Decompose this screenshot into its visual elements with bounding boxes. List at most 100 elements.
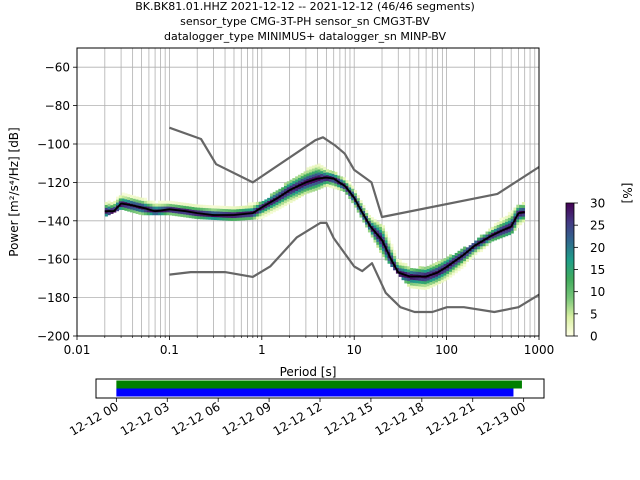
density-cell xyxy=(367,229,372,233)
density-cell xyxy=(502,222,506,226)
density-cell xyxy=(359,211,363,215)
density-cell xyxy=(272,203,276,207)
density-cell xyxy=(381,225,386,229)
density-cell xyxy=(463,263,467,267)
density-cell xyxy=(323,172,327,176)
density-cell xyxy=(135,207,139,212)
density-cell xyxy=(485,243,489,247)
density-cell xyxy=(325,183,330,187)
density-cell xyxy=(202,204,206,208)
density-cell xyxy=(479,237,483,241)
density-cell xyxy=(113,200,117,204)
density-cell xyxy=(376,238,380,242)
density-cell xyxy=(317,169,321,173)
density-cell xyxy=(370,217,374,221)
plot-series xyxy=(104,126,540,314)
density-cell xyxy=(373,236,377,240)
density-cell xyxy=(393,267,397,271)
density-cell xyxy=(426,283,430,287)
density-cell xyxy=(314,164,318,168)
density-cell xyxy=(292,198,296,202)
density-cell xyxy=(491,229,495,233)
density-cell xyxy=(149,200,153,204)
density-cell xyxy=(211,216,215,220)
density-cell xyxy=(250,213,254,217)
density-cell xyxy=(202,210,206,214)
density-cell xyxy=(199,216,204,220)
density-cell xyxy=(345,183,349,187)
density-cell xyxy=(157,212,162,216)
density-cell xyxy=(267,209,271,213)
density-cell xyxy=(146,200,150,204)
density-cell xyxy=(454,261,458,265)
density-cell xyxy=(303,188,307,192)
density-cell xyxy=(160,206,164,210)
density-cell xyxy=(412,268,416,272)
density-cell xyxy=(239,208,243,212)
density-cell xyxy=(516,207,520,211)
y-tick-label: −100 xyxy=(37,138,70,152)
density-cell xyxy=(519,204,523,208)
density-cell xyxy=(163,200,167,204)
density-cell xyxy=(174,201,178,205)
density-cell xyxy=(367,226,372,230)
density-cell xyxy=(141,209,145,213)
density-cell xyxy=(278,188,282,192)
x-tick-label: 10 xyxy=(347,343,362,357)
density-cell xyxy=(451,269,456,273)
density-cell xyxy=(418,283,422,287)
density-cell xyxy=(323,166,327,170)
density-cell xyxy=(297,180,302,184)
density-cell xyxy=(379,249,383,253)
density-cell xyxy=(258,204,262,208)
density-cell xyxy=(421,286,425,290)
density-cell xyxy=(219,211,223,215)
density-cell xyxy=(230,212,234,216)
density-cell xyxy=(303,185,307,189)
density-cell xyxy=(219,217,223,221)
density-cell xyxy=(314,173,318,177)
timeline-bar xyxy=(116,388,514,397)
density-cell xyxy=(365,209,369,214)
density-cell xyxy=(130,200,134,204)
density-cell xyxy=(337,184,341,188)
density-cell xyxy=(213,205,218,209)
density-cell xyxy=(303,177,307,181)
density-cell xyxy=(286,184,290,188)
density-cell xyxy=(477,246,481,250)
density-cell xyxy=(496,224,500,228)
density-cell xyxy=(241,211,246,215)
density-cell xyxy=(485,234,489,238)
density-cell xyxy=(479,249,483,253)
density-cell xyxy=(320,182,324,186)
density-cell xyxy=(379,223,383,227)
density-cell xyxy=(521,213,525,217)
density-cell xyxy=(219,205,223,209)
density-cell xyxy=(222,211,226,215)
density-cell xyxy=(488,240,492,244)
density-cell xyxy=(482,240,486,244)
density-cell xyxy=(297,192,302,196)
density-cell xyxy=(496,221,500,225)
density-cell xyxy=(356,200,360,204)
density-cell xyxy=(250,216,254,220)
density-cell xyxy=(314,184,318,188)
density-cell xyxy=(135,199,139,203)
density-cell xyxy=(507,220,511,224)
density-cell xyxy=(468,250,472,255)
density-cell xyxy=(303,174,307,178)
density-cell xyxy=(426,265,430,270)
y-tick-label: −80 xyxy=(45,99,70,113)
density-cell xyxy=(339,185,344,189)
density-cell xyxy=(163,203,167,207)
density-cell xyxy=(516,216,520,220)
title-line-3: datalogger_type MINIMUS+ datalogger_sn M… xyxy=(164,30,446,43)
density-cell xyxy=(146,206,150,210)
density-cell xyxy=(426,277,430,281)
density-cell xyxy=(356,206,360,210)
density-cell xyxy=(379,235,383,239)
density-cell xyxy=(409,276,414,280)
density-cell xyxy=(404,280,408,284)
density-cell xyxy=(407,269,411,273)
